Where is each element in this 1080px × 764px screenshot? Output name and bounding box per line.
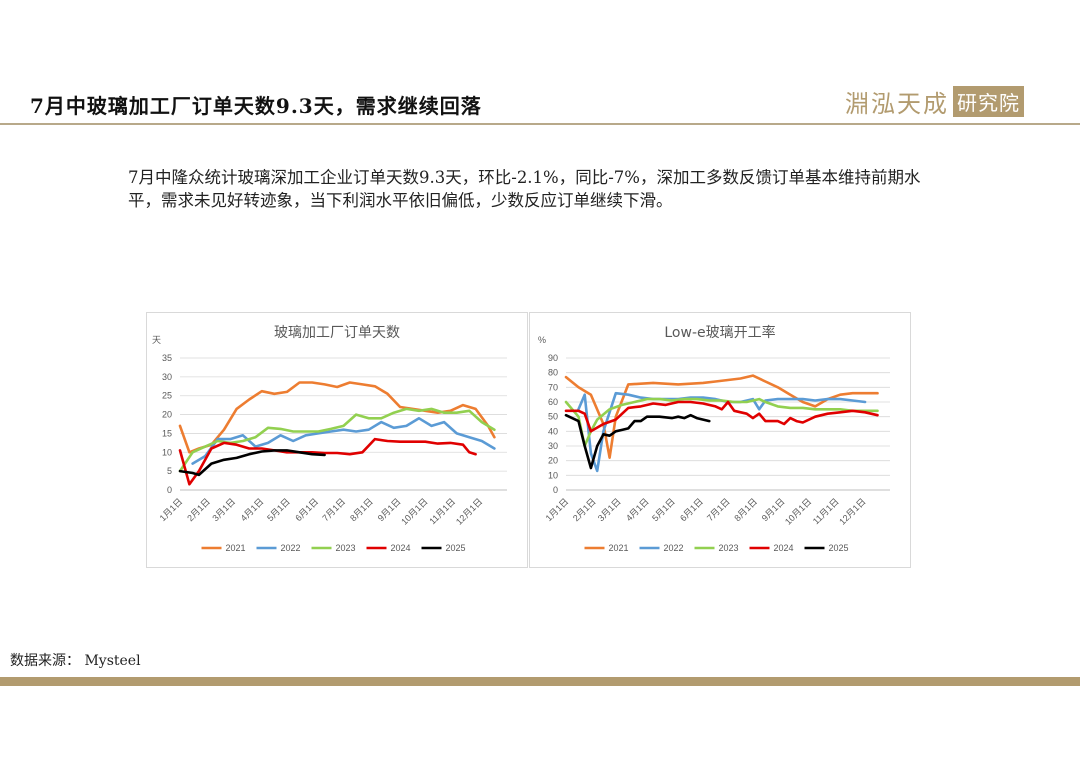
x-tick-label: 7月1日 (320, 496, 347, 523)
x-tick-label: 4月1日 (624, 496, 651, 523)
legend-label: 2022 (281, 543, 301, 553)
y-tick-label: 0 (553, 485, 558, 495)
footer-bar (0, 677, 1080, 686)
y-tick-label: 40 (548, 426, 558, 436)
y-tick-label: 10 (548, 470, 558, 480)
x-tick-label: 8月1日 (348, 496, 375, 523)
y-tick-label: 30 (162, 372, 172, 382)
legend-label: 2021 (226, 543, 246, 553)
logo-box-text: 研究院 (953, 85, 1024, 117)
y-tick-label: 10 (162, 447, 172, 457)
y-tick-label: 50 (548, 412, 558, 422)
x-tick-label: 4月1日 (239, 496, 266, 523)
y-tick-label: 15 (162, 428, 172, 438)
x-tick-label: 11月1日 (427, 496, 457, 526)
legend-label: 2021 (609, 543, 629, 553)
chart-lowe-utilization: Low-e玻璃开工率% 0 10 20 30 40 50 60 70 80 90 1月1日 2月1日 3月… (529, 312, 911, 568)
y-tick-label: 60 (548, 397, 558, 407)
legend-label: 2023 (336, 543, 356, 553)
x-tick-label: 12月1日 (454, 496, 484, 526)
x-tick-label: 12月1日 (837, 496, 867, 526)
chart-title: 玻璃加工厂订单天数 (274, 324, 400, 341)
x-tick-label: 3月1日 (596, 496, 623, 523)
legend-label: 2025 (829, 543, 849, 553)
x-tick-label: 1月1日 (544, 496, 571, 523)
header-divider (0, 123, 1080, 125)
y-tick-label: 0 (167, 485, 172, 495)
legend-label: 2022 (664, 543, 684, 553)
series-line-2024 (178, 437, 477, 486)
x-tick-label: 6月1日 (293, 496, 320, 523)
chart-order-days: 玻璃加工厂订单天数天 0 5 10 15 20 25 30 35 1月1日 2月1日 3月1日 4月1日… (146, 312, 528, 568)
x-tick-label: 7月1日 (705, 496, 732, 523)
x-tick-label: 5月1日 (265, 496, 292, 523)
y-tick-label: 30 (548, 441, 558, 451)
summary-paragraph: 7月中隆众统计玻璃深加工企业订单天数9.3天，环比-2.1%，同比-7%，深加工… (128, 168, 921, 210)
y-axis-unit: % (538, 335, 546, 345)
y-tick-label: 80 (548, 368, 558, 378)
series-line-2023 (178, 407, 496, 473)
series-line-2024 (564, 400, 879, 433)
x-tick-label: 10月1日 (399, 496, 429, 526)
chart-title: Low-e玻璃开工率 (664, 324, 775, 341)
legend-label: 2025 (446, 543, 466, 553)
series-line-2025 (564, 413, 711, 470)
y-tick-label: 90 (548, 353, 558, 363)
series-line-2022 (191, 417, 496, 465)
x-tick-label: 5月1日 (650, 496, 677, 523)
logo-text: 淵泓天成 (845, 89, 949, 118)
series-line-2025 (178, 449, 326, 477)
x-tick-label: 2月1日 (571, 496, 598, 523)
series-line-2021 (564, 374, 879, 459)
x-tick-label: 3月1日 (210, 496, 237, 523)
x-tick-label: 2月1日 (185, 496, 212, 523)
legend-label: 2024 (391, 543, 411, 553)
x-tick-label: 11月1日 (811, 496, 841, 526)
page-title: 7月中玻璃加工厂订单天数9.3天，需求继续回落 (30, 94, 482, 118)
chart-lowe-utilization-svg: Low-e玻璃开工率% 0 10 20 30 40 50 60 70 80 90 1月1日 2月1日3月… (538, 324, 890, 553)
y-tick-label: 35 (162, 353, 172, 363)
x-tick-label: 6月1日 (678, 496, 705, 523)
series-line-2022 (577, 391, 867, 473)
y-tick-label: 5 (167, 466, 172, 476)
x-tick-label: 8月1日 (732, 496, 759, 523)
legend-label: 2023 (719, 543, 739, 553)
company-logo: 淵泓天成 研究院 (845, 85, 1024, 118)
x-tick-label: 1月1日 (158, 496, 185, 523)
y-tick-label: 70 (548, 382, 558, 392)
y-tick-label: 25 (162, 391, 172, 401)
x-tick-label: 10月1日 (783, 496, 813, 526)
legend-label: 2024 (774, 543, 794, 553)
y-tick-label: 20 (162, 410, 172, 420)
y-tick-label: 20 (548, 456, 558, 466)
y-axis-unit: 天 (152, 335, 161, 345)
series-line-2023 (564, 397, 879, 448)
source-note: 数据来源： Mysteel (10, 653, 141, 669)
